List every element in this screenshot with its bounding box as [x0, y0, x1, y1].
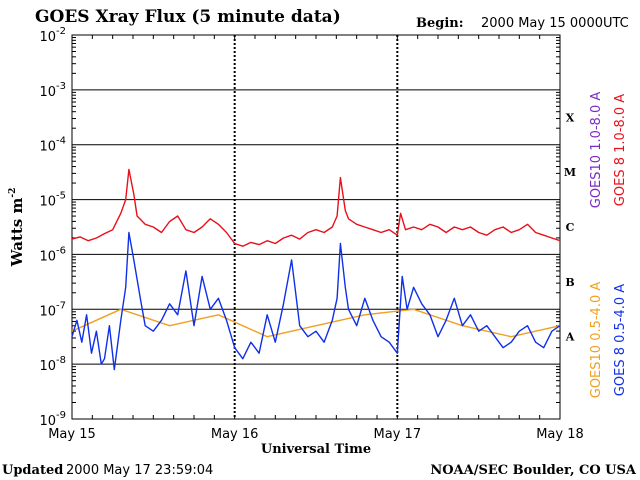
y-tick-base: 10 [39, 85, 56, 100]
legend-entry: GOES10 1.0-8.0 A [589, 92, 604, 209]
svg-text:Watts m-2: Watts m-2 [8, 188, 26, 268]
y-tick-label: 10-2 [39, 26, 66, 45]
legend-entry: GOES10 0.5-4.0 A [589, 282, 604, 399]
y-tick-exponent: -5 [56, 191, 66, 202]
legend-label: GOES 8 1.0-8.0 A [613, 94, 628, 206]
plot-frame [71, 34, 561, 420]
legend-entry: GOES 8 1.0-8.0 A [613, 94, 628, 206]
legend-label: GOES10 0.5-4.0 A [589, 282, 604, 399]
begin-label: Begin: [416, 16, 464, 31]
legend-label: GOES10 1.0-8.0 A [589, 92, 604, 209]
y-tick-label: 10-8 [39, 355, 66, 374]
series-line-goes10-0-5-4-0-a [71, 308, 561, 338]
y-tick-base: 10 [39, 140, 56, 155]
y-tick-label: 10-6 [39, 245, 66, 264]
y-axis-label: Watts m-2 [8, 188, 26, 268]
x-tick-labels: May 15 May 16 May 17 May 18 [48, 427, 584, 442]
y-tick-exponent: -4 [56, 136, 66, 147]
grid-layer [71, 35, 561, 419]
y-tick-exponent: -7 [56, 300, 66, 311]
y-tick-base: 10 [39, 414, 56, 429]
series-line-goes-8-1-0-8-0-a [71, 168, 561, 247]
chart-title: GOES Xray Flux (5 minute data) [35, 7, 341, 27]
flare-class-M: M [564, 166, 576, 179]
y-tick-label: 10-4 [39, 136, 66, 155]
series-line-goes-8-0-5-4-0-a [71, 231, 561, 371]
y-tick-base: 10 [39, 195, 56, 210]
y-tick-base: 10 [39, 359, 56, 374]
y-tick-base: 10 [39, 304, 56, 319]
legend: GOES10 1.0-8.0 A GOES 8 1.0-8.0 A GOES10 0… [589, 92, 628, 399]
y-tick-exponent: -8 [56, 355, 66, 366]
y-axis-label-text: Watts m [8, 198, 26, 268]
y-tick-exponent: -9 [56, 410, 66, 421]
y-tick-base: 10 [39, 249, 56, 264]
series-layer [71, 168, 561, 371]
y-tick-labels: 10-210-310-410-510-610-710-810-9 [39, 26, 66, 429]
flare-class-A: A [565, 331, 575, 344]
x-axis-label: Universal Time [261, 442, 371, 457]
y-tick-label: 10-7 [39, 300, 66, 319]
y-tick-exponent: -2 [56, 26, 66, 37]
legend-entry: GOES 8 0.5-4.0 A [613, 284, 628, 396]
y-tick-exponent: -3 [56, 81, 66, 92]
begin-value: 2000 May 15 0000UTC [481, 16, 629, 31]
y-tick-label: 10-9 [39, 410, 66, 429]
y-axis-label-exponent: -2 [8, 188, 18, 198]
flare-class-labels: X M C B A [564, 111, 576, 343]
x-tick-label: May 18 [536, 427, 584, 442]
flare-class-X: X [566, 111, 575, 124]
x-tick-label: May 16 [211, 427, 259, 442]
y-tick-exponent: -6 [56, 245, 66, 256]
flare-class-B: B [565, 276, 574, 289]
x-tick-label: May 17 [374, 427, 422, 442]
y-tick-base: 10 [39, 30, 56, 45]
x-tick-label: May 15 [48, 427, 96, 442]
y-tick-label: 10-3 [39, 81, 66, 100]
flare-class-C: C [566, 221, 575, 234]
legend-label: GOES 8 0.5-4.0 A [613, 284, 628, 396]
y-tick-label: 10-5 [39, 191, 66, 210]
footer-updated-label: Updated [2, 463, 63, 478]
footer-updated-value: 2000 May 17 23:59:04 [66, 463, 213, 478]
footer-credit: NOAA/SEC Boulder, CO USA [430, 463, 637, 478]
